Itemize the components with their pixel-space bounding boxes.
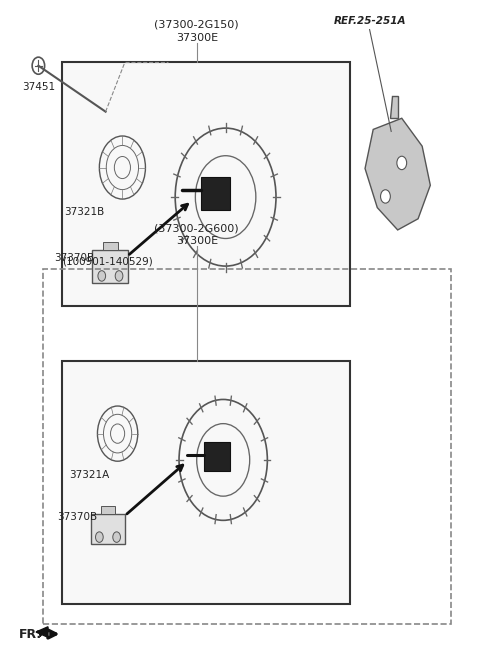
Text: 37451: 37451 [22, 82, 55, 92]
Text: 37370B: 37370B [54, 253, 95, 263]
Text: (100901-140529): (100901-140529) [62, 256, 153, 266]
Text: 37300E: 37300E [176, 237, 218, 246]
Circle shape [96, 532, 103, 543]
Text: REF.25-251A: REF.25-251A [333, 16, 406, 26]
Text: FR.: FR. [19, 627, 42, 641]
Bar [62, 361, 350, 604]
Polygon shape [36, 627, 48, 637]
Circle shape [381, 190, 390, 203]
Text: 37321B: 37321B [64, 207, 104, 217]
Polygon shape [365, 118, 430, 230]
Text: 37370B: 37370B [57, 512, 97, 522]
Circle shape [98, 271, 106, 281]
Bar [91, 514, 125, 544]
Bar [62, 62, 350, 306]
Text: (37300-2G150): (37300-2G150) [155, 20, 239, 30]
Bar [103, 242, 118, 250]
Bar [204, 442, 230, 471]
Text: 37321A: 37321A [69, 470, 109, 480]
Circle shape [397, 156, 407, 170]
Text: (37300-2G600): (37300-2G600) [155, 223, 239, 233]
Circle shape [115, 271, 123, 281]
Bar [43, 269, 451, 624]
Bar [101, 506, 115, 514]
Polygon shape [390, 96, 397, 118]
Bar [201, 177, 230, 210]
Circle shape [113, 532, 120, 543]
Bar [92, 250, 129, 283]
Text: 37300E: 37300E [176, 33, 218, 43]
